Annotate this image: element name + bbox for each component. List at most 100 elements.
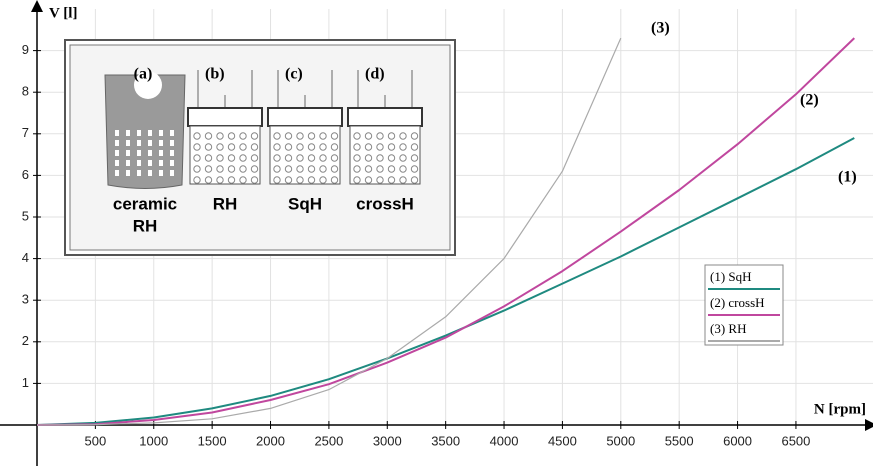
drawing (170, 150, 174, 156)
drawing (170, 170, 174, 176)
panel-label: (a) (134, 66, 153, 83)
drawing (159, 170, 163, 176)
drawing (148, 140, 152, 146)
y-tick-label: 5 (22, 208, 29, 223)
drawing (148, 160, 152, 166)
legend: (1) SqH (2) crossH (3) RH (704, 264, 784, 346)
drawing (126, 170, 130, 176)
drawing (410, 132, 419, 140)
drawing (399, 143, 407, 151)
x-tick-label: 2500 (314, 433, 343, 448)
drawing (399, 132, 407, 140)
drawing (364, 165, 373, 173)
drawing (353, 132, 361, 140)
drawing (193, 132, 201, 140)
drawing (239, 165, 247, 173)
panel-name: ceramic (113, 194, 177, 213)
drawing (187, 107, 263, 127)
drawing (159, 160, 163, 166)
drawing (126, 130, 130, 136)
drawing (193, 154, 201, 162)
drawing (307, 154, 316, 162)
drawing (284, 176, 293, 184)
drawing (267, 107, 343, 127)
drawing (126, 150, 130, 156)
legend-label: (3) RH (710, 321, 746, 336)
drawing (347, 107, 423, 127)
drawing (353, 176, 361, 184)
drawing (137, 140, 141, 146)
drawing (284, 165, 293, 173)
x-tick-label: 1000 (139, 433, 168, 448)
drawing (216, 154, 224, 162)
drawing (376, 143, 384, 151)
drawing (189, 125, 261, 185)
drawing (269, 125, 341, 185)
drawing (330, 176, 339, 184)
drawing (193, 165, 201, 173)
drawing (330, 132, 339, 140)
panel-name: RH (213, 194, 238, 213)
drawing (387, 143, 396, 151)
panel-label: (c) (285, 66, 303, 83)
drawing (204, 165, 213, 173)
drawing (227, 143, 236, 151)
drawing (296, 143, 304, 151)
panel-label: (d) (365, 66, 385, 83)
drawing (273, 132, 281, 140)
drawing (273, 176, 281, 184)
drawing (239, 176, 247, 184)
drawing (349, 125, 421, 185)
y-tick-label: 2 (22, 333, 29, 348)
y-tick-label: 8 (22, 84, 29, 99)
drawing (364, 176, 373, 184)
drawing (399, 154, 407, 162)
drawing (148, 150, 152, 156)
x-tick-label: 5500 (665, 433, 694, 448)
drawing (126, 160, 130, 166)
drawing (364, 132, 373, 140)
drawing (227, 154, 236, 162)
drawing (227, 165, 236, 173)
drawing (376, 154, 384, 162)
drawing (273, 165, 281, 173)
drawing (376, 132, 384, 140)
drawing (330, 165, 339, 173)
drawing (204, 132, 213, 140)
drawing (410, 176, 419, 184)
x-axis-label: N [rpm] (814, 401, 866, 417)
drawing (284, 132, 293, 140)
drawing (296, 154, 304, 162)
drawing (216, 132, 224, 140)
x-tick-label: 6500 (781, 433, 810, 448)
line-series (36, 37, 622, 426)
drawing (319, 154, 327, 162)
drawing (307, 176, 316, 184)
drawing (239, 143, 247, 151)
drawing (193, 176, 201, 184)
drawing (126, 140, 130, 146)
drawing (364, 154, 373, 162)
drawing (296, 165, 304, 173)
drawing (170, 140, 174, 146)
drawing (159, 140, 163, 146)
drawing (170, 130, 174, 136)
y-tick-label: 1 (22, 375, 29, 390)
drawing (387, 165, 396, 173)
drawing (250, 154, 259, 162)
drawing (410, 165, 419, 173)
drawing (137, 150, 141, 156)
drawing (250, 176, 259, 184)
drawing (239, 132, 247, 140)
drawing (193, 143, 201, 151)
drawing (115, 160, 119, 166)
drawing (319, 132, 327, 140)
drawing (227, 176, 236, 184)
drawing (410, 154, 419, 162)
drawing (273, 154, 281, 162)
drawing (159, 150, 163, 156)
x-tick-label: 6000 (723, 433, 752, 448)
drawing (227, 132, 236, 140)
curve-label: (1) (838, 169, 857, 186)
drawing (307, 143, 316, 151)
